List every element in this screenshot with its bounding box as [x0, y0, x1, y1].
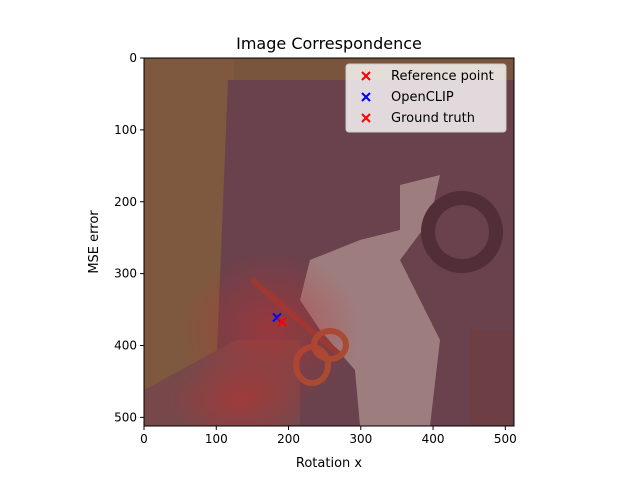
legend: Reference point OpenCLIP Ground truth: [345, 63, 507, 133]
y-tick-label: 0: [129, 51, 137, 65]
legend-box: [345, 63, 507, 133]
x-tick-label: 300: [349, 432, 372, 446]
y-tick-label: 300: [114, 267, 137, 281]
scatter-point: [277, 317, 287, 327]
scatter-points: [272, 312, 287, 327]
legend-entry: OpenCLIP: [391, 90, 454, 105]
legend-marker: [361, 92, 371, 102]
legend-entry: Reference point: [391, 69, 494, 84]
x-tick-label: 200: [277, 432, 300, 446]
y-tick-label: 400: [114, 339, 137, 353]
x-tick-label: 400: [422, 432, 445, 446]
y-axis-ticks: 0 100 200 300 400 500: [114, 51, 144, 424]
x-tick-label: 0: [140, 432, 148, 446]
axes-frame: [143, 57, 515, 427]
x-tick-label: 500: [494, 432, 517, 446]
x-axis-ticks: 0 100 200 300 400 500: [140, 426, 517, 446]
y-tick-label: 500: [114, 410, 137, 424]
legend-marker: [361, 113, 371, 123]
y-axis-label: MSE error: [87, 210, 102, 274]
legend-marker: [361, 71, 371, 81]
x-axis-label: Rotation x: [296, 456, 363, 471]
x-tick-label: 100: [205, 432, 228, 446]
legend-entry: Ground truth: [391, 111, 475, 126]
y-tick-label: 200: [114, 195, 137, 209]
chart-title: Image Correspondence: [236, 34, 422, 53]
y-tick-label: 100: [114, 123, 137, 137]
